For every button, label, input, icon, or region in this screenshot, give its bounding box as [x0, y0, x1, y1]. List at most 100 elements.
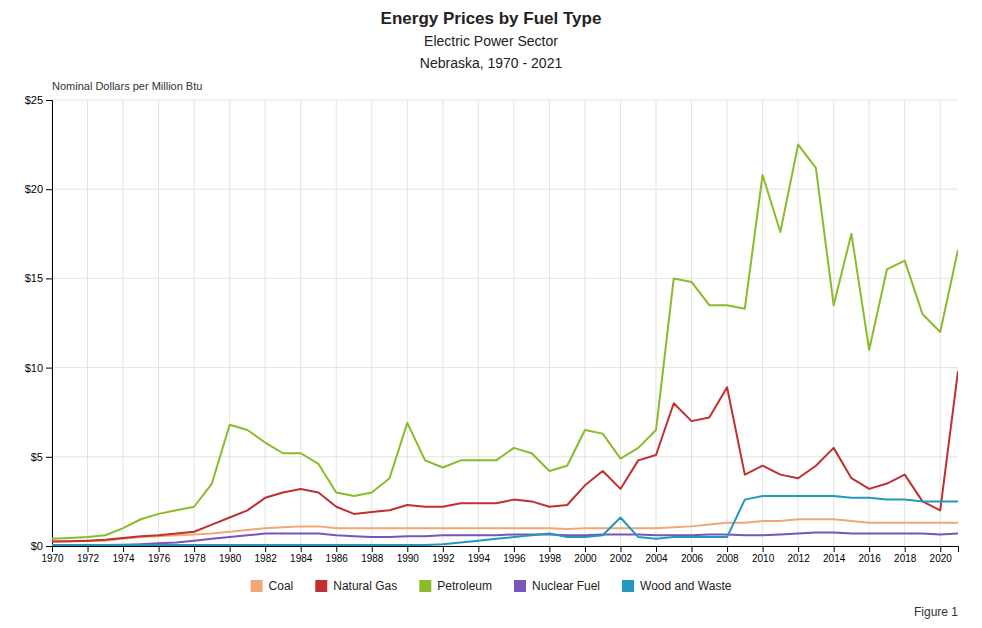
grid-line-x: [904, 100, 905, 546]
title-block: Energy Prices by Fuel TypeElectric Power…: [381, 9, 602, 71]
x-tick: 2018: [894, 546, 917, 564]
y-tick-label: $0: [31, 540, 43, 552]
grid-line-x: [549, 100, 550, 546]
legend-label: Petroleum: [437, 579, 492, 593]
x-tick: 1980: [219, 546, 242, 564]
legend-item: Wood and Waste: [622, 579, 732, 593]
x-tick: 1984: [290, 546, 313, 564]
grid-line-x: [869, 100, 870, 546]
x-axis-line: [53, 547, 959, 553]
y-tick: $5: [31, 451, 52, 463]
legend-label: Natural Gas: [333, 579, 397, 593]
x-tick-mark: [692, 546, 693, 552]
x-tick-label: 1976: [148, 553, 171, 564]
x-tick: 1992: [432, 546, 455, 564]
legend-label: Coal: [269, 579, 294, 593]
x-tick-mark: [905, 546, 906, 552]
x-tick-label: 1974: [112, 553, 135, 564]
x-tick-mark: [230, 546, 231, 552]
chart: Energy Prices by Fuel TypeElectric Power…: [0, 0, 982, 628]
legend-swatch: [419, 580, 431, 592]
subtitle: Nebraska, 1970 - 2021: [420, 55, 563, 71]
grid-line-x: [229, 100, 230, 546]
x-tick: 1982: [255, 546, 278, 564]
x-tick: 1976: [148, 546, 171, 564]
x-tick-label: 2000: [574, 553, 597, 564]
x-tick: 2002: [610, 546, 633, 564]
grid-line-x: [300, 100, 301, 546]
x-tick-label: 2018: [894, 553, 917, 564]
y-tick: $15: [25, 272, 52, 284]
grid-line-y: [52, 189, 958, 190]
y-tick-mark: [46, 457, 52, 458]
x-tick: 2020: [930, 546, 953, 564]
x-tick-mark: [88, 546, 89, 552]
legend-swatch: [251, 580, 263, 592]
x-tick: 1970: [41, 546, 64, 564]
x-tick-mark: [620, 546, 621, 552]
x-tick-label: 1972: [77, 553, 100, 564]
x-tick: 2010: [752, 546, 775, 564]
x-tick-mark: [940, 546, 941, 552]
y-tick: $0: [31, 540, 52, 552]
plot-area: [52, 145, 958, 546]
y-tick: $25: [25, 94, 52, 106]
x-tick: 2014: [823, 546, 846, 564]
grid-line-x: [940, 100, 941, 546]
x-tick-label: 2014: [823, 553, 846, 564]
x-tick: 2008: [716, 546, 739, 564]
legend-item: Nuclear Fuel: [514, 579, 600, 593]
x-tick-mark: [763, 546, 764, 552]
x-tick-label: 1982: [255, 553, 278, 564]
grid-line-x: [584, 100, 585, 546]
x-tick-label: 2020: [930, 553, 953, 564]
x-tick: 1978: [183, 546, 206, 564]
x-tick-mark: [123, 546, 124, 552]
x-tick-label: 2016: [859, 553, 882, 564]
x-tick-mark: [834, 546, 835, 552]
y-tick-mark: [46, 100, 52, 101]
grid-line-x: [833, 100, 834, 546]
series-line: [52, 496, 958, 545]
legend: Coal Natural Gas Petroleum Nuclear Fuel Wood…: [251, 579, 732, 593]
y-tick-mark: [46, 189, 52, 190]
y-tick-label: $20: [25, 183, 43, 195]
grid-line-x: [194, 100, 195, 546]
x-tick: 2006: [681, 546, 704, 564]
y-axis-label: Nominal Dollars per Million Btu: [52, 80, 202, 92]
grid-line-y: [52, 278, 958, 279]
x-tick-mark: [372, 546, 373, 552]
grid-line-x: [762, 100, 763, 546]
x-tick: 1974: [112, 546, 135, 564]
grid-line-x: [265, 100, 266, 546]
x-tick-mark: [194, 546, 195, 552]
x-tick-label: 2002: [610, 553, 633, 564]
x-tick-mark: [407, 546, 408, 552]
x-tick-mark: [514, 546, 515, 552]
title: Energy Prices by Fuel Type: [381, 9, 602, 28]
y-axis-line: [46, 101, 53, 547]
x-tick-label: 2010: [752, 553, 775, 564]
x-tick: 2016: [859, 546, 882, 564]
grid-line-x: [691, 100, 692, 546]
y-tick-label: $5: [31, 451, 43, 463]
grid-line-y: [52, 456, 958, 457]
y-tick-mark: [46, 278, 52, 279]
y-axis: $0 $5 $10 $15 $20 $25: [25, 94, 53, 552]
legend-label: Nuclear Fuel: [532, 579, 600, 593]
x-tick-label: 1996: [503, 553, 526, 564]
y-tick: $10: [25, 362, 52, 374]
x-tick-mark: [265, 546, 266, 552]
x-tick: 1972: [77, 546, 100, 564]
x-tick: 1986: [326, 546, 349, 564]
x-tick-label: 2008: [716, 553, 739, 564]
legend-item: Petroleum: [419, 579, 492, 593]
legend-swatch: [622, 580, 634, 592]
x-tick-mark: [159, 546, 160, 552]
legend-swatch: [514, 580, 526, 592]
x-tick: 1988: [361, 546, 384, 564]
x-tick: 1990: [397, 546, 420, 564]
grid-line-x: [620, 100, 621, 546]
grid-line-y: [52, 367, 958, 368]
grid-line-x: [727, 100, 728, 546]
